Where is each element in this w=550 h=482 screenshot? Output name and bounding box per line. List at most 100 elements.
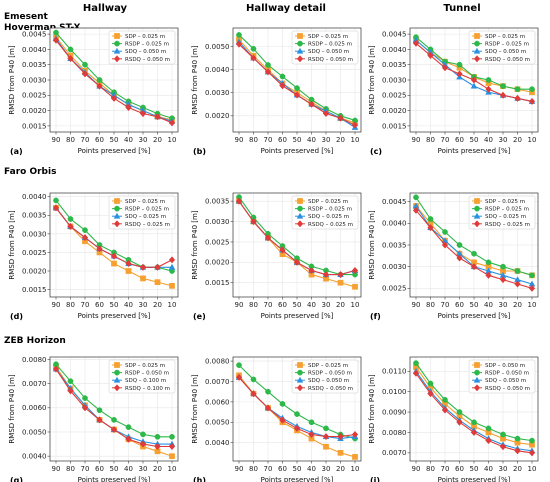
data-point bbox=[67, 222, 74, 231]
series-sdp bbox=[413, 364, 535, 448]
data-point bbox=[351, 121, 359, 129]
data-point bbox=[52, 36, 60, 44]
x-tick-label: 40 bbox=[124, 301, 133, 309]
x-tick-label: 60 bbox=[278, 301, 287, 309]
legend-marker bbox=[296, 55, 304, 63]
legend-marker bbox=[113, 47, 121, 54]
data-point bbox=[470, 76, 478, 84]
data-point bbox=[456, 409, 463, 415]
series-rsdq bbox=[235, 40, 359, 129]
data-point bbox=[456, 242, 463, 248]
x-tick-label: 40 bbox=[124, 465, 133, 473]
x-axis-label: Points preserved [%] bbox=[438, 476, 511, 482]
data-point bbox=[485, 437, 492, 445]
legend-marker bbox=[473, 220, 481, 228]
data-point bbox=[499, 443, 507, 451]
y-tick-label: 0.0025 bbox=[205, 238, 230, 246]
legend-label: RSDP – 0.025 m bbox=[485, 42, 529, 48]
y-tick-label: 0.0070 bbox=[22, 380, 47, 388]
y-axis-label: RMSD from P40 [m] bbox=[8, 374, 16, 443]
y-tick-label: 0.0080 bbox=[382, 429, 407, 437]
data-point bbox=[96, 245, 103, 253]
data-point bbox=[53, 29, 59, 36]
y-tick-label: 0.0050 bbox=[205, 43, 230, 51]
legend-label: SDP – 0.025 m bbox=[125, 363, 165, 369]
y-tick-label: 0.0015 bbox=[22, 286, 47, 294]
legend-label: RSDP – 0.025 m bbox=[125, 207, 169, 213]
x-tick-label: 20 bbox=[153, 301, 162, 309]
legend-label: RSDP – 0.025 m bbox=[308, 207, 352, 213]
series-rsdq bbox=[412, 369, 536, 457]
data-point bbox=[529, 437, 535, 444]
panel-label: (f) bbox=[370, 312, 381, 321]
y-axis-label: RMSD from P40 [m] bbox=[191, 210, 199, 279]
x-tick-label: 80 bbox=[249, 301, 258, 309]
data-point bbox=[125, 103, 132, 112]
data-point bbox=[279, 73, 286, 80]
data-point bbox=[96, 416, 103, 424]
x-tick-label: 40 bbox=[307, 301, 316, 309]
panel-label: (g) bbox=[10, 476, 23, 482]
row-title-zeb-horizon: ZEB Horizon bbox=[4, 336, 66, 346]
data-point bbox=[322, 109, 330, 118]
legend-marker bbox=[296, 47, 304, 54]
legend-marker bbox=[114, 40, 120, 47]
x-tick-label: 30 bbox=[499, 136, 508, 144]
x-tick-label: 80 bbox=[66, 136, 75, 144]
data-point bbox=[337, 432, 344, 441]
x-tick-label: 40 bbox=[307, 465, 316, 473]
y-tick-label: 0.0025 bbox=[22, 249, 47, 257]
y-tick-label: 0.0040 bbox=[382, 46, 407, 54]
x-axis-label: Points preserved [%] bbox=[261, 147, 334, 155]
y-tick-label: 0.0030 bbox=[22, 230, 47, 238]
y-tick-label: 0.0060 bbox=[22, 404, 47, 412]
plot-frame bbox=[232, 356, 362, 462]
y-tick-label: 0.0035 bbox=[22, 61, 47, 69]
legend-box bbox=[291, 195, 359, 230]
legend-marker bbox=[474, 362, 480, 368]
plot-frame bbox=[49, 356, 179, 462]
data-point bbox=[235, 373, 243, 381]
x-tick-label: 10 bbox=[528, 301, 537, 309]
x-tick-label: 60 bbox=[455, 465, 464, 473]
x-tick-label: 30 bbox=[322, 136, 331, 144]
data-point bbox=[529, 86, 535, 93]
y-tick-label: 0.0035 bbox=[22, 212, 47, 220]
x-tick-label: 10 bbox=[351, 465, 360, 473]
y-tick-label: 0.0110 bbox=[382, 368, 407, 376]
data-point bbox=[499, 91, 507, 99]
data-point bbox=[485, 77, 492, 83]
data-point bbox=[470, 82, 478, 89]
legend-label: SDQ – 0.050 m bbox=[485, 49, 526, 55]
legend-box bbox=[468, 30, 536, 65]
data-point bbox=[168, 119, 176, 127]
data-point bbox=[456, 254, 463, 262]
data-point bbox=[139, 110, 147, 118]
data-point bbox=[168, 256, 176, 264]
legend-label: RSDP – 0.050 m bbox=[485, 371, 529, 377]
panel-label: (a) bbox=[10, 147, 23, 156]
data-point bbox=[471, 419, 477, 426]
data-point bbox=[96, 77, 103, 83]
data-point bbox=[67, 387, 74, 395]
data-point bbox=[293, 91, 301, 99]
x-axis-label: Points preserved [%] bbox=[438, 147, 511, 155]
data-point bbox=[308, 419, 315, 426]
legend-label: RSDP – 0.025 m bbox=[308, 42, 352, 48]
x-tick-label: 60 bbox=[95, 301, 104, 309]
x-tick-label: 80 bbox=[249, 465, 258, 473]
data-point bbox=[53, 197, 59, 204]
x-tick-label: 80 bbox=[66, 465, 75, 473]
y-tick-label: 0.0025 bbox=[22, 92, 47, 100]
legend-label: SDQ – 0.050 m bbox=[308, 378, 349, 384]
x-axis-label: Points preserved [%] bbox=[261, 312, 334, 320]
x-tick-label: 50 bbox=[470, 301, 479, 309]
legend-label: SDP – 0.025 m bbox=[308, 363, 348, 369]
x-tick-label: 60 bbox=[95, 136, 104, 144]
legend-label: SDP – 0.025 m bbox=[125, 199, 165, 205]
data-point bbox=[293, 424, 301, 432]
x-tick-label: 10 bbox=[528, 136, 537, 144]
y-tick-label: 0.0040 bbox=[205, 439, 230, 447]
legend-label: RSDQ – 0.100 m bbox=[125, 386, 170, 392]
x-tick-label: 90 bbox=[412, 465, 421, 473]
